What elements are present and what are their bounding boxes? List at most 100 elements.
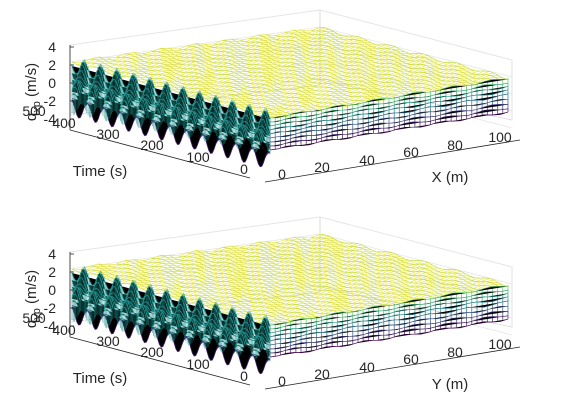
mesh-line bbox=[125, 53, 322, 111]
mesh-line bbox=[275, 35, 466, 85]
grid-line bbox=[69, 26, 321, 63]
grid-line bbox=[319, 216, 513, 268]
x-tick-label: 40 bbox=[359, 359, 375, 375]
mesh-line bbox=[222, 40, 415, 96]
x-axis-label: X (m) bbox=[432, 169, 469, 186]
mesh-line bbox=[204, 44, 398, 96]
mesh-line bbox=[76, 27, 325, 65]
mesh-line bbox=[160, 48, 356, 105]
mesh-line bbox=[178, 255, 373, 308]
time-tick-label: 0 bbox=[240, 161, 248, 177]
mesh-line bbox=[269, 296, 509, 338]
mesh-line bbox=[269, 311, 509, 350]
x-tick-label: 0 bbox=[278, 166, 286, 182]
mesh-line bbox=[125, 260, 322, 318]
time-tick-label: 200 bbox=[140, 137, 164, 153]
x-tick-label: 80 bbox=[447, 137, 463, 153]
time-tick-label: 100 bbox=[186, 356, 210, 372]
time-tick-label: 400 bbox=[52, 115, 76, 131]
mesh-line bbox=[257, 241, 449, 297]
z-tick-label: 0 bbox=[48, 282, 56, 298]
mesh-line bbox=[89, 265, 288, 324]
front-face-left bbox=[71, 59, 271, 168]
mesh-line bbox=[269, 285, 509, 326]
mesh-line bbox=[76, 234, 325, 272]
mesh-line bbox=[142, 260, 339, 313]
front-face-right bbox=[269, 285, 509, 358]
time-tick-label: 400 bbox=[52, 322, 76, 338]
time-tick-label: 300 bbox=[96, 126, 120, 142]
z-tick-label: 0 bbox=[48, 75, 56, 91]
x-tick-label: 80 bbox=[447, 344, 463, 360]
grid-line bbox=[69, 9, 321, 46]
mesh-line bbox=[269, 305, 509, 346]
mesh-line bbox=[319, 234, 509, 287]
grid-line bbox=[319, 9, 513, 61]
mesh-line bbox=[151, 51, 347, 107]
mesh-line bbox=[98, 56, 296, 114]
x-tick-label: 20 bbox=[314, 366, 330, 382]
mesh-line bbox=[80, 269, 279, 324]
mesh-line bbox=[269, 89, 509, 131]
mesh-line bbox=[249, 38, 441, 91]
x-tick-label: 40 bbox=[359, 152, 375, 168]
z-axis-label: qyp (m/s) bbox=[23, 270, 43, 328]
mesh-line bbox=[249, 245, 441, 298]
surface-mesh bbox=[71, 27, 509, 118]
grid-line bbox=[319, 284, 513, 336]
x-tick-label: 20 bbox=[314, 159, 330, 175]
time-tick-label: 500 bbox=[22, 310, 46, 326]
mesh-line bbox=[116, 56, 313, 112]
z-tick-label: -2 bbox=[44, 93, 57, 109]
mesh-line bbox=[71, 61, 271, 117]
surface-mesh bbox=[71, 234, 509, 325]
mesh-line bbox=[98, 263, 296, 321]
mesh-line bbox=[240, 246, 432, 297]
time-axis-line bbox=[69, 129, 251, 179]
mesh-line bbox=[231, 38, 424, 92]
mesh-line bbox=[269, 111, 509, 151]
mesh-line bbox=[107, 264, 305, 319]
mesh-line bbox=[151, 258, 347, 314]
z-axis-label: qxp (m/s) bbox=[23, 63, 43, 121]
mesh-line bbox=[169, 48, 364, 101]
mesh-line bbox=[269, 85, 509, 127]
mesh-line bbox=[269, 318, 509, 358]
mesh-line bbox=[269, 292, 509, 334]
mesh-line bbox=[195, 43, 389, 99]
z-tick-label: 2 bbox=[48, 57, 56, 73]
x-axis-label: Y (m) bbox=[432, 376, 468, 393]
x-tick-label: 60 bbox=[403, 144, 419, 160]
time-tick-label: 200 bbox=[140, 344, 164, 360]
mesh-line bbox=[269, 78, 509, 119]
mesh-line bbox=[284, 32, 475, 86]
mesh-line bbox=[319, 27, 509, 80]
time-axis-label: Time (s) bbox=[73, 163, 127, 180]
grid-line bbox=[69, 233, 321, 270]
mesh-line bbox=[240, 39, 432, 90]
mesh-line bbox=[269, 300, 509, 342]
mesh-line bbox=[293, 236, 483, 290]
mesh-line bbox=[302, 237, 492, 287]
z-tick-label: -4 bbox=[44, 318, 57, 334]
mesh-line bbox=[293, 29, 483, 83]
mesh-line bbox=[269, 289, 509, 330]
z-tick-label: -4 bbox=[44, 111, 57, 127]
mesh-line bbox=[195, 250, 389, 306]
time-tick-label: 500 bbox=[22, 103, 46, 119]
z-tick-label: 4 bbox=[48, 39, 56, 55]
time-axis-line bbox=[69, 336, 251, 386]
x-tick-label: 60 bbox=[403, 351, 419, 367]
time-tick-label: 100 bbox=[186, 149, 210, 165]
mesh-line bbox=[133, 259, 330, 315]
mesh-line bbox=[269, 315, 509, 354]
time-tick-label: 300 bbox=[96, 333, 120, 349]
mesh-line bbox=[257, 34, 449, 90]
z-tick-label: -2 bbox=[44, 300, 57, 316]
grid-line bbox=[69, 216, 321, 253]
mesh-line bbox=[133, 52, 330, 108]
x-tick-label: 100 bbox=[488, 129, 512, 145]
